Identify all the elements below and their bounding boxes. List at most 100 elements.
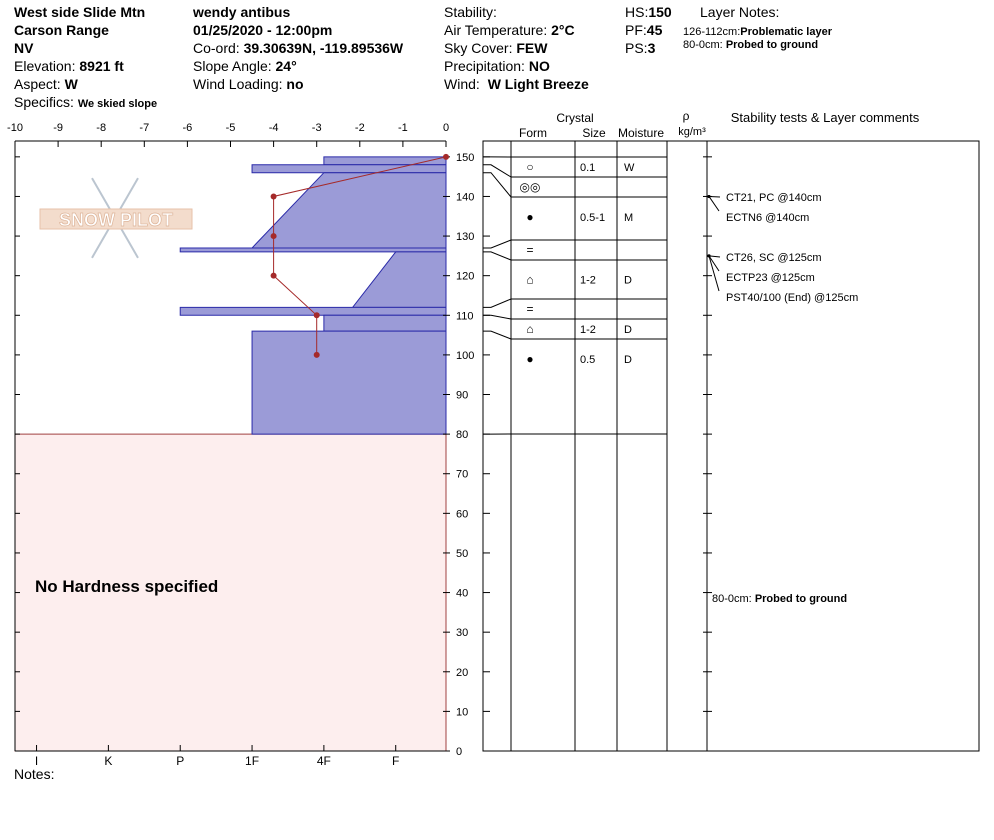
label: HS:: [625, 4, 648, 20]
height-tick-label: 100: [456, 350, 474, 362]
no-hardness-label: No Hardness specified: [35, 577, 218, 596]
location: West side Slide Mtn: [14, 4, 145, 20]
test-arrow: [708, 255, 721, 258]
coord: Co-ord: 39.30639N, -119.89536W: [193, 40, 404, 56]
temp-tick-label: -10: [7, 122, 23, 134]
grain-table: [482, 140, 980, 752]
test-arrow: [708, 255, 720, 292]
label: Elevation:: [14, 58, 75, 74]
value: 3: [648, 40, 656, 56]
grain-size: 1-2: [580, 324, 596, 336]
size-header: Size: [582, 126, 606, 140]
label: Wind Loading:: [193, 76, 283, 92]
notes: Notes:: [14, 766, 54, 782]
grain-size: 0.5: [580, 354, 595, 366]
grain-form: ●: [526, 352, 533, 366]
temp-tick-label: -8: [96, 122, 106, 134]
hs: HS:150: [625, 4, 672, 20]
temp-tick-label: -7: [139, 122, 149, 134]
value: W Light Breeze: [488, 76, 589, 92]
hardness-layer: [251, 164, 447, 174]
height-tick-label: 20: [456, 667, 468, 679]
label: Precipitation:: [444, 58, 525, 74]
value: 39.30639N, -119.89536W: [244, 40, 404, 56]
sky-cover: Sky Cover: FEW: [444, 40, 548, 56]
hardness-layer: [251, 330, 447, 435]
grain-size: 0.1: [580, 162, 595, 174]
aspect: Aspect: W: [14, 76, 79, 92]
state: NV: [14, 40, 34, 56]
grain-size: 1-2: [580, 275, 596, 287]
layer-note: 126-112cm:Problematic layer: [683, 26, 833, 38]
temp-tick-label: -2: [355, 122, 365, 134]
layer-connector: [483, 314, 512, 320]
range: Carson Range: [14, 22, 109, 38]
stability-test: CT21, PC @140cm: [726, 192, 822, 204]
value: 45: [647, 22, 663, 38]
layer-connector: [483, 239, 512, 249]
grain-moisture: W: [624, 162, 635, 174]
hardness-tick-label: F: [392, 754, 399, 768]
temp-tick-label: -6: [183, 122, 193, 134]
value: no: [286, 76, 303, 92]
layer-connector: [483, 298, 512, 308]
hardness-tick-label: P: [176, 754, 184, 768]
wind: Wind: W Light Breeze: [444, 76, 589, 92]
height-tick-label: 110: [456, 310, 474, 322]
test-arrow: [708, 255, 720, 272]
grain-headers: Crystal Form Size Moisture ρ kg/m³ Stabi…: [519, 109, 920, 140]
value: 8921 ft: [79, 58, 124, 74]
layer-connector: [483, 330, 512, 340]
label: Air Temperature:: [444, 22, 547, 38]
height-tick-label: 130: [456, 231, 474, 243]
datetime: 01/25/2020 - 12:00pm: [193, 22, 332, 38]
logo-text: SNOW PILOT: [59, 210, 173, 230]
range: 80-0cm:: [712, 593, 752, 605]
slope-angle: Slope Angle: 24°: [193, 58, 297, 74]
test-arrowhead: [707, 194, 711, 198]
height-tick-label: 50: [456, 548, 468, 560]
test-arrow: [708, 195, 721, 198]
text: Probed to ground: [755, 593, 847, 605]
temp-tick-label: 0: [443, 122, 449, 134]
height-tick-label: 30: [456, 627, 468, 639]
value: W: [65, 76, 79, 92]
height-tick-label: 70: [456, 469, 468, 481]
temp-tick-label: -3: [312, 122, 322, 134]
hardness-tick-label: 4F: [317, 754, 331, 768]
hardness-layer: [250, 172, 447, 249]
grain-form: ⌂: [526, 322, 533, 336]
stability: Stability:: [444, 4, 497, 20]
temp-tick-label: -1: [398, 122, 408, 134]
hardness-layer: [323, 314, 447, 332]
height-tick-label: 80: [456, 429, 468, 441]
stability-test: ECTN6 @140cm: [726, 212, 809, 224]
temp-point: [270, 193, 277, 200]
layer-connector: [483, 251, 512, 261]
no-hardness-area: [14, 433, 447, 752]
rho-header: ρ: [683, 109, 690, 123]
layer-connector: [483, 172, 512, 198]
label: Slope Angle:: [193, 58, 272, 74]
temp-point: [270, 272, 277, 279]
value: NO: [529, 58, 550, 74]
air-temp: Air Temperature: 2°C: [444, 22, 575, 38]
label: Sky Cover:: [444, 40, 512, 56]
stability-test: ECTP23 @125cm: [726, 272, 815, 284]
height-tick-label: 60: [456, 508, 468, 520]
stability-test: CT26, SC @125cm: [726, 252, 822, 264]
stability-test: PST40/100 (End) @125cm: [726, 292, 858, 304]
height-tick-label: 140: [456, 191, 474, 203]
value: 24°: [276, 58, 297, 74]
logo: SNOW PILOT: [39, 177, 193, 259]
temp-tick-label: -9: [53, 122, 63, 134]
height-tick-label: 40: [456, 588, 468, 600]
grain-moisture: D: [624, 324, 632, 336]
grain-moisture: D: [624, 275, 632, 287]
hardness-tick-label: I: [35, 754, 38, 768]
ps: PS:3: [625, 40, 656, 56]
logo-band: [39, 208, 193, 230]
grain-form: ○: [526, 160, 533, 174]
grain-form: ⌂: [526, 273, 533, 287]
